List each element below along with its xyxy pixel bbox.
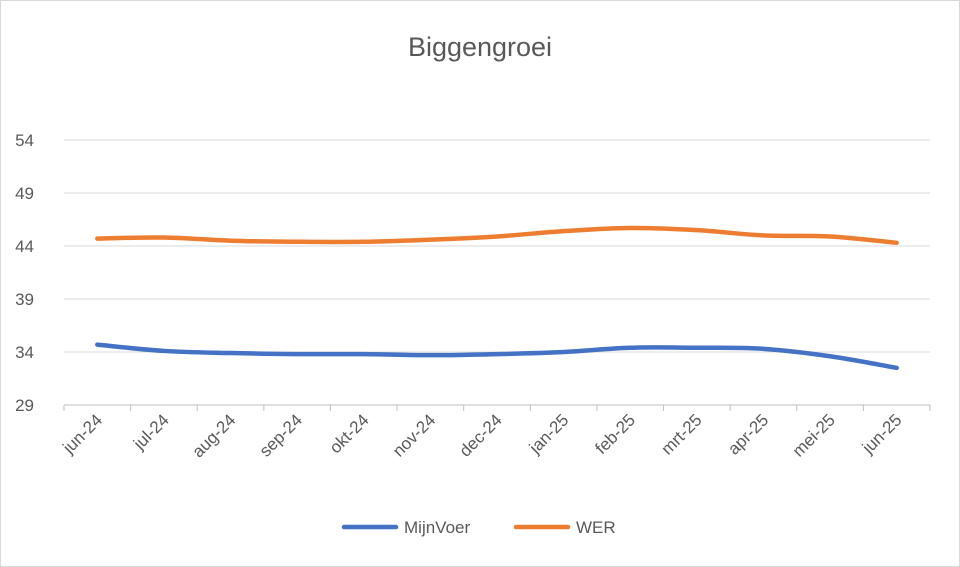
- y-tick-label: 54: [15, 131, 34, 150]
- legend: MijnVoer WER: [341, 518, 616, 537]
- legend-label: MijnVoer: [404, 518, 470, 537]
- x-tick-label: jan-25: [525, 410, 573, 458]
- x-tick-label: sep-24: [256, 410, 306, 460]
- x-tick-label: apr-25: [724, 410, 772, 458]
- x-axis: jun-24 jul-24 aug-24 sep-24 okt-24 nov-24 dec-…: [59, 404, 931, 461]
- x-tick-label: okt-24: [326, 410, 373, 457]
- series-lines: [95, 225, 899, 371]
- x-tick-label: aug-24: [188, 410, 239, 461]
- x-tick-label: nov-24: [389, 410, 439, 460]
- y-tick-label: 34: [15, 343, 34, 362]
- x-tick-label: mrt-25: [658, 410, 706, 458]
- x-tick-label: feb-25: [592, 410, 640, 458]
- x-tick-label: jul-24: [129, 410, 173, 454]
- x-tick-label: jun-25: [858, 410, 906, 458]
- x-tick-label: jun-24: [59, 410, 107, 458]
- y-tick-label: 49: [15, 184, 34, 203]
- y-tick-label: 39: [15, 290, 34, 309]
- y-tick-label: 29: [15, 396, 34, 415]
- legend-label: WER: [576, 518, 616, 537]
- chart-title: Biggengroei: [408, 32, 552, 62]
- y-axis-ticks: 29 34 39 44 49 54: [15, 131, 34, 415]
- y-tick-label: 44: [15, 237, 34, 256]
- series-line-wer: [95, 225, 899, 246]
- series-line-mijnvoer: [95, 342, 899, 371]
- x-tick-label: dec-24: [456, 410, 506, 460]
- gridlines: [64, 139, 930, 353]
- x-tick-label: mei-25: [789, 410, 839, 460]
